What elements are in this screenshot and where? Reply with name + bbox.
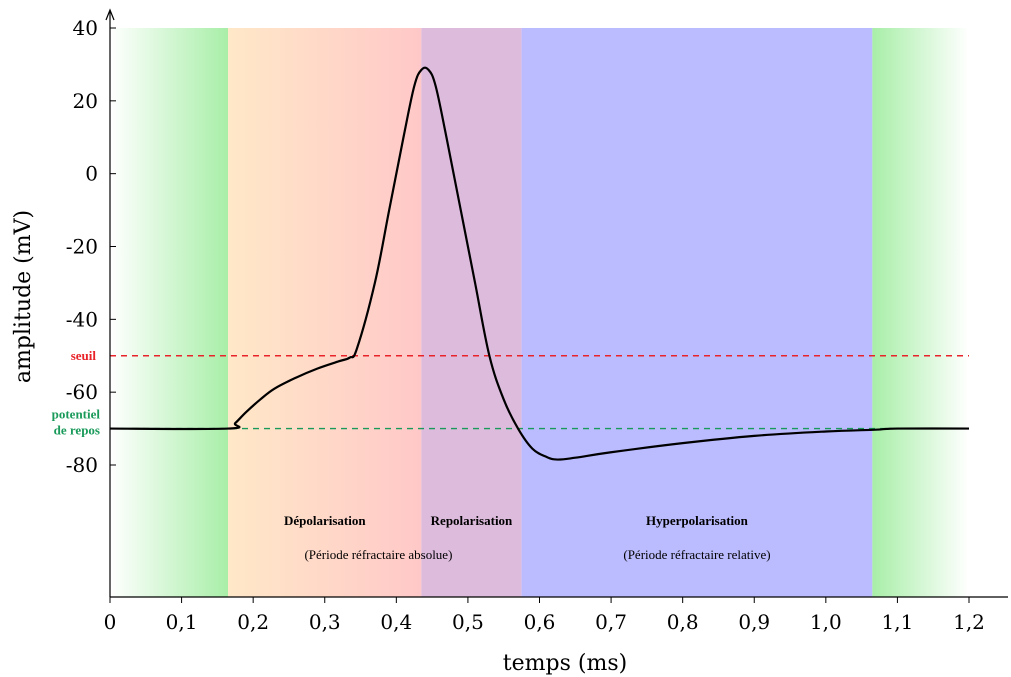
y-tick-label: 0 <box>85 162 98 186</box>
y-tick-label: -40 <box>66 307 98 331</box>
x-tick-label: 1,1 <box>882 610 914 634</box>
phase-annotation-2: Repolarisation <box>431 513 513 528</box>
y-tick-label: 20 <box>73 89 98 113</box>
phase-region-1 <box>228 28 422 597</box>
y-tick-label: -20 <box>66 235 98 259</box>
x-tick-label: 0,7 <box>595 610 627 634</box>
phase-regions <box>110 28 969 597</box>
seuil-label: seuil <box>71 348 97 363</box>
membrane-potential-curve <box>109 66 970 461</box>
chart-labels: temps (ms) amplitude (mV) seuil potentielde… <box>11 210 771 676</box>
x-tick-label: 0,3 <box>309 610 341 634</box>
y-axis-title: amplitude (mV) <box>11 210 36 383</box>
axes: 40 20 0 -20 -40 -60 -80 0 0,1 0,2 0,3 0,4 0,5 0,6 0,7 0… <box>66 8 1008 634</box>
y-axis-arrow <box>105 8 115 21</box>
x-tick-label: 0,8 <box>667 610 699 634</box>
potential-line <box>109 66 970 461</box>
x-tick-label: 1,0 <box>810 610 842 634</box>
phase-region-3 <box>521 28 873 597</box>
repos-label-line: potentiel <box>52 407 101 422</box>
x-tick-label: 0,2 <box>237 610 269 634</box>
y-tick-label: -80 <box>66 453 98 477</box>
x-tick-label: 0,4 <box>380 610 412 634</box>
phase-region-0 <box>110 28 229 597</box>
repos-label-line: de repos <box>54 423 100 438</box>
phase-annotation-0: Dépolarisation <box>284 513 366 528</box>
x-tick-label: 0,1 <box>166 610 198 634</box>
x-axis-title: temps (ms) <box>503 651 627 676</box>
x-tick-label: 0 <box>104 610 117 634</box>
x-tick-label: 1,2 <box>953 610 985 634</box>
phase-region-4 <box>872 28 969 597</box>
y-tick-label: 40 <box>73 16 98 40</box>
y-tick-label: -60 <box>66 380 98 404</box>
phase-region-2 <box>421 28 522 597</box>
phase-annotation-3: Hyperpolarisation <box>646 513 749 528</box>
x-tick-label: 0,9 <box>738 610 770 634</box>
reference-lines <box>110 355 969 430</box>
phase-annotation-4: (Période réfractaire relative) <box>623 547 770 562</box>
x-tick-label: 0,5 <box>452 610 484 634</box>
phase-annotation-1: (Période réfractaire absolue) <box>304 547 452 562</box>
x-tick-label: 0,6 <box>524 610 556 634</box>
